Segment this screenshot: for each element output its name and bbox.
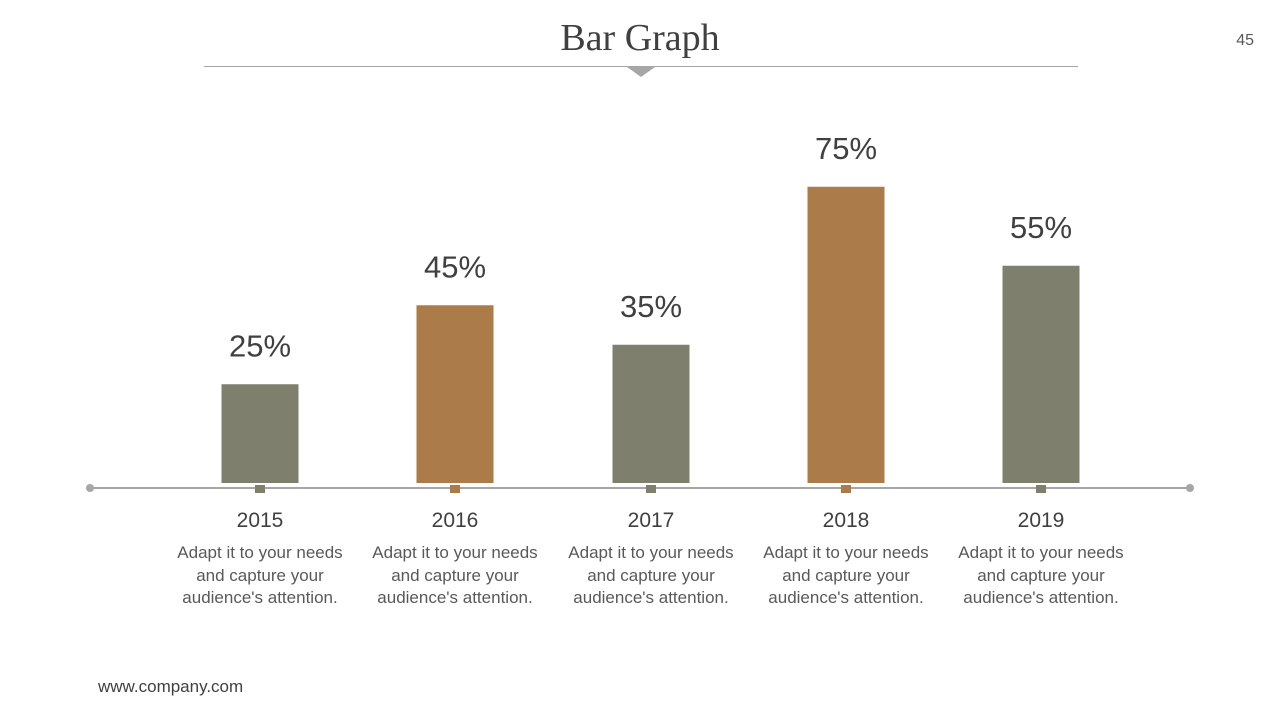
axis-end-dot-right (1186, 484, 1194, 492)
axis-marker-2018 (841, 485, 851, 493)
category-label-2015: 2015 (237, 509, 284, 532)
category-label-2018: 2018 (823, 509, 870, 532)
value-label-2015: 25% (229, 328, 291, 363)
axis-marker-2016 (450, 485, 460, 493)
category-label-2016: 2016 (432, 509, 479, 532)
axis-marker-2019 (1036, 485, 1046, 493)
category-label-2019: 2019 (1018, 509, 1065, 532)
caption-2015: Adapt it to your needs and capture your … (177, 543, 343, 607)
bar-2015 (221, 384, 299, 483)
value-label-2016: 45% (424, 249, 486, 284)
footer-url: www.company.com (98, 677, 244, 696)
bar-2019 (1002, 265, 1080, 483)
page-number: 45 (1236, 32, 1254, 49)
bar-2018 (807, 186, 885, 483)
title-notch-icon (627, 67, 655, 77)
value-label-2019: 55% (1010, 210, 1072, 245)
slide-title: Bar Graph (560, 17, 720, 59)
bar-2016 (416, 305, 494, 483)
category-label-2017: 2017 (628, 509, 675, 532)
value-label-2017: 35% (620, 289, 682, 324)
axis-marker-2017 (646, 485, 656, 493)
caption-2018: Adapt it to your needs and capture your … (763, 543, 929, 607)
caption-2016: Adapt it to your needs and capture your … (372, 543, 538, 607)
bar-2017 (612, 344, 690, 483)
axis-marker-2015 (255, 485, 265, 493)
caption-2019: Adapt it to your needs and capture your … (958, 543, 1124, 607)
caption-2017: Adapt it to your needs and capture your … (568, 543, 734, 607)
axis-end-dot-left (86, 484, 94, 492)
value-label-2018: 75% (815, 131, 877, 166)
title-divider (204, 66, 1078, 67)
